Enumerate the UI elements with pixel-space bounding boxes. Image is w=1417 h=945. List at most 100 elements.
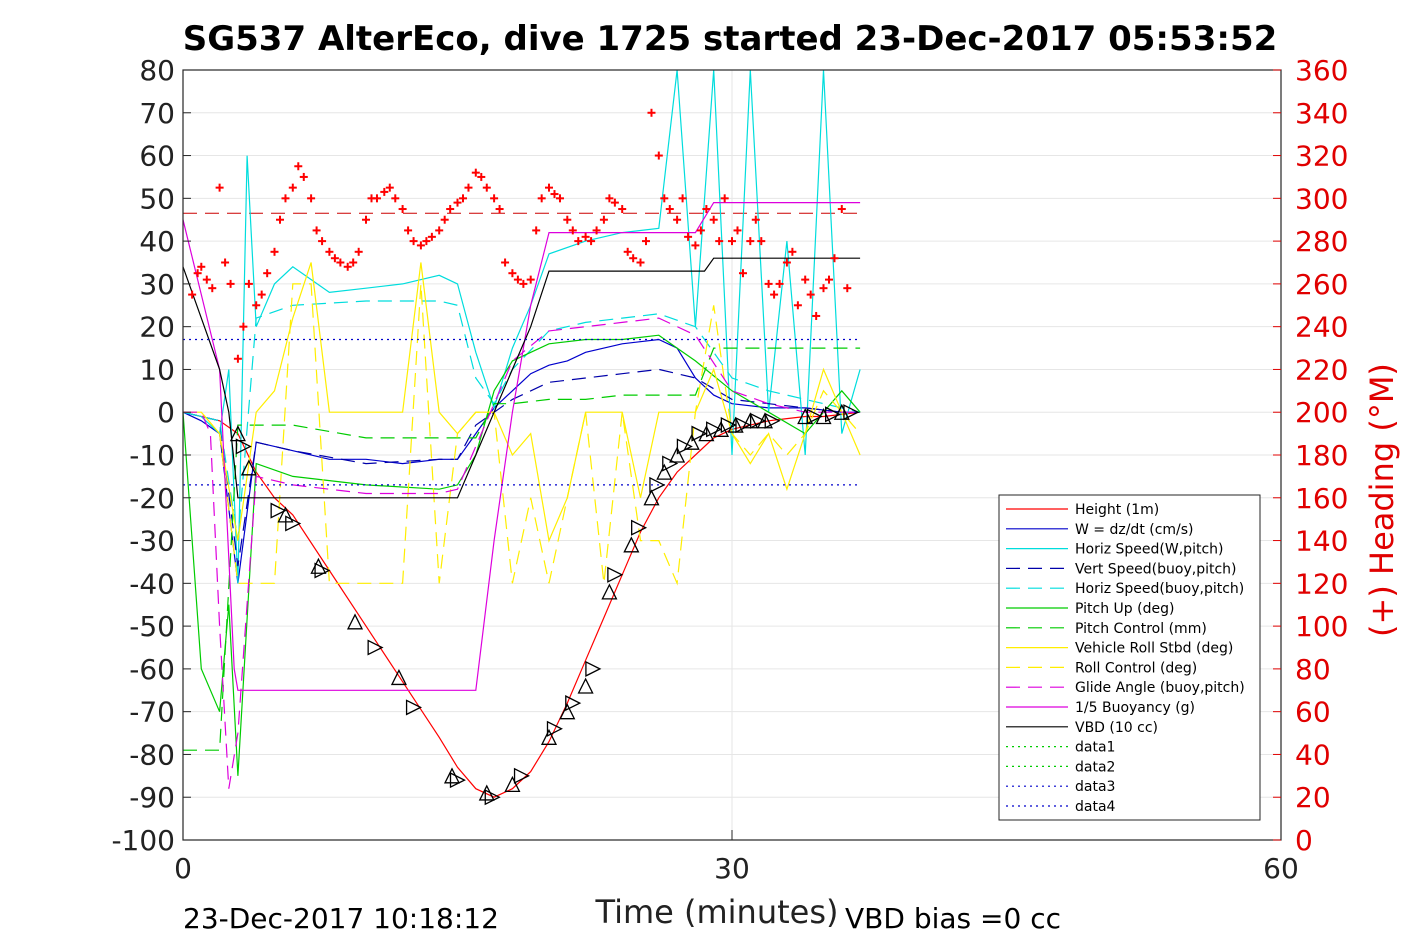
heading-point — [372, 194, 381, 203]
heading-point — [226, 279, 235, 288]
heading-point — [812, 311, 821, 320]
heading-point — [453, 198, 462, 207]
legend-items: Height (1m) W = dz/dt (cm/s) Horiz Speed(W… — [1006, 502, 1245, 815]
heading-point — [545, 183, 553, 192]
legend-entry: 1/5 Buoyancy (g) — [1006, 700, 1195, 716]
legend-label: VBD (10 cc) — [1075, 720, 1158, 736]
legend-label: data2 — [1075, 759, 1115, 775]
y-tick-label: -30 — [129, 525, 175, 558]
legend-entry: Height (1m) — [1006, 502, 1159, 518]
legend-label: Pitch Up (deg) — [1075, 601, 1174, 617]
depth-marker — [706, 421, 723, 438]
depth-marker — [346, 613, 364, 630]
heading-point — [244, 279, 253, 288]
heading-point — [782, 258, 791, 267]
heading-point — [343, 262, 352, 271]
chart-title: SG537 AlterEco, dive 1725 started 23-Dec… — [183, 19, 1278, 59]
heading-point — [563, 215, 572, 224]
heading-point — [555, 194, 564, 203]
heading-point — [349, 258, 358, 267]
depth-marker — [585, 660, 602, 677]
heading-point — [678, 194, 687, 203]
heading-point — [239, 322, 248, 331]
heading-point — [380, 187, 389, 196]
legend-entry: VBD (10 cc) — [1006, 720, 1158, 736]
heading-point — [221, 258, 230, 267]
heading-point — [215, 183, 224, 192]
y-tick-label-right: 20 — [1295, 781, 1331, 814]
heading-point — [477, 172, 486, 181]
heading-point — [263, 269, 272, 278]
heading-point — [233, 354, 242, 363]
heading-point — [819, 284, 828, 293]
heading-point — [288, 183, 297, 192]
series-line-6 — [183, 347, 861, 751]
heading-point — [720, 194, 729, 203]
y-tick-label: 70 — [139, 97, 175, 130]
depth-marker — [559, 703, 576, 720]
y-tick-label-right: 360 — [1295, 54, 1348, 87]
y-tick-label-right: 120 — [1295, 567, 1348, 600]
heading-point — [513, 275, 522, 284]
heading-point — [702, 205, 711, 214]
depth-marker — [270, 502, 287, 519]
heading-point — [830, 254, 839, 263]
heading-point — [208, 284, 217, 293]
heading-point — [188, 290, 197, 299]
y-tick-label-right: 60 — [1295, 696, 1331, 729]
heading-point — [532, 226, 541, 235]
depth-marker — [285, 515, 302, 532]
y-tick-label-right: 40 — [1295, 738, 1331, 771]
heading-point — [641, 237, 650, 246]
heading-point — [715, 237, 724, 246]
heading-point — [738, 269, 747, 278]
legend-label: data3 — [1075, 779, 1115, 795]
heading-point — [696, 226, 705, 235]
legend-label: data4 — [1075, 799, 1116, 815]
heading-point — [709, 215, 718, 224]
heading-point — [837, 205, 846, 214]
depth-marker — [601, 583, 618, 600]
depth-marker — [449, 772, 466, 789]
heading-point — [482, 183, 491, 192]
heading-point — [788, 247, 797, 256]
heading-point — [684, 232, 693, 241]
series-line-11 — [182, 257, 861, 499]
heading-point — [568, 226, 577, 235]
heading-point — [843, 284, 852, 293]
y-tick-label: 80 — [139, 54, 175, 87]
depth-marker — [662, 455, 679, 472]
legend-entry: Horiz Speed(buoy,pitch) — [1006, 581, 1244, 597]
heading-point — [440, 215, 449, 224]
heading-point — [618, 205, 627, 214]
series-line-7 — [183, 262, 861, 543]
heading-point — [312, 226, 321, 235]
heading-point — [581, 232, 590, 241]
heading-point — [325, 247, 334, 256]
y-tick-label: 60 — [139, 140, 175, 173]
legend-entry: Pitch Control (mm) — [1006, 621, 1207, 637]
x-tick-label: 30 — [714, 852, 750, 885]
legend-label: 1/5 Buoyancy (g) — [1075, 700, 1195, 716]
footer-timestamp: 23-Dec-2017 10:18:12 — [183, 902, 499, 935]
legend-entry: Glide Angle (buoy,pitch) — [1006, 680, 1245, 696]
y-tick-label: -90 — [129, 781, 175, 814]
heading-point — [660, 194, 669, 203]
heading-point — [636, 258, 645, 267]
depth-marker — [764, 412, 781, 429]
depth-marker — [797, 408, 814, 425]
heading-point — [275, 215, 284, 224]
y-tick-label: -70 — [129, 696, 175, 729]
y-tick-label-right: 280 — [1295, 225, 1348, 258]
heading-point — [281, 194, 290, 203]
heading-point — [691, 241, 700, 250]
depth-marker — [649, 476, 666, 493]
heading-point — [422, 237, 431, 246]
heading-point — [446, 205, 455, 214]
heading-point — [574, 237, 583, 246]
series-line-8 — [183, 283, 861, 586]
y-tick-label: -10 — [129, 439, 175, 472]
legend-entry: Roll Control (deg) — [1006, 660, 1197, 676]
series-line-2 — [182, 69, 861, 584]
heading-point — [801, 275, 810, 284]
